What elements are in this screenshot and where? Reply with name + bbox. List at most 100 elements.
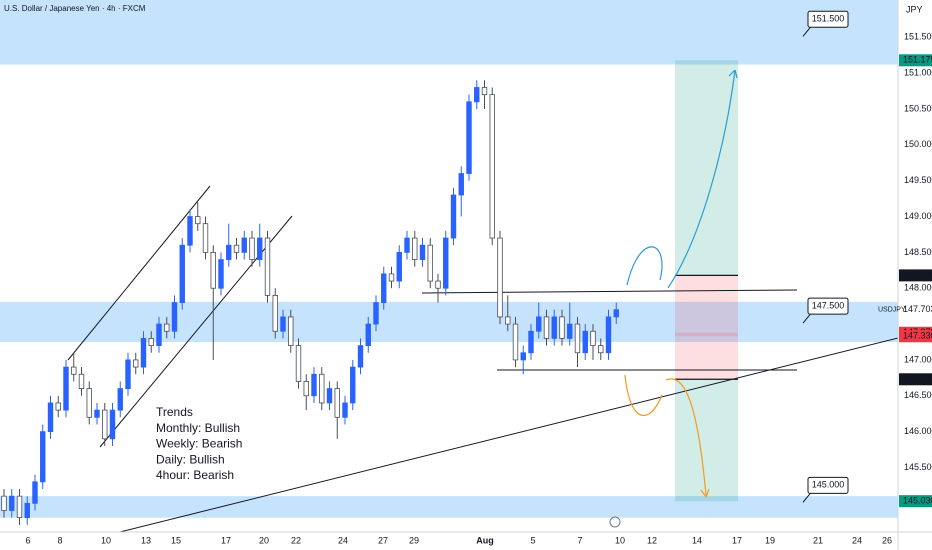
- x-tick-label: 22: [291, 535, 301, 545]
- zones: [0, 0, 898, 518]
- callout-label: 151.500: [812, 14, 845, 24]
- x-tick-label: 12: [647, 535, 657, 545]
- candle-body: [443, 237, 449, 289]
- candle-body: [412, 237, 418, 260]
- x-tick-label: 5: [530, 535, 535, 545]
- candle-body: [171, 302, 178, 332]
- stop-zone: [675, 332, 738, 380]
- trend-note: Trends: [156, 405, 193, 419]
- candle-body: [24, 502, 30, 519]
- projection-arrow: [624, 374, 663, 417]
- y-tick-label: 149.000: [904, 211, 932, 221]
- x-tick-label: 17: [732, 535, 742, 545]
- candle-body: [16, 495, 23, 519]
- projections: [624, 69, 738, 498]
- axis-labels: 145.500 146.000 146.500 147.000 148.000 148.5…: [25, 10, 932, 545]
- candle-body: [505, 316, 511, 325]
- candle-body: [559, 316, 565, 339]
- channel-line: [67, 185, 211, 361]
- candle-body: [435, 280, 441, 289]
- price-tag: [899, 495, 932, 508]
- candle-body: [474, 87, 480, 103]
- candle-body: [140, 338, 147, 368]
- candle-body: [257, 237, 263, 260]
- candle-body: [574, 323, 581, 354]
- candle-body: [598, 345, 604, 354]
- chart-title: U.S. Dollar / Japanese Yen · 4h · FXCM: [4, 4, 146, 13]
- candle-body: [156, 323, 162, 346]
- price-tag-label: 147.330: [903, 331, 932, 341]
- candle-body: [187, 216, 193, 246]
- candle-body: [528, 330, 534, 354]
- price-tag-label: 151.179: [903, 55, 932, 65]
- candle-body: [288, 316, 294, 346]
- candle-body: [40, 431, 46, 483]
- trend-note: 4hour: Bearish: [156, 468, 234, 482]
- projection-arrow: [665, 378, 707, 496]
- y-tick-label: 146.500: [904, 390, 932, 400]
- candle-body: [590, 330, 596, 346]
- candle-body: [78, 373, 85, 390]
- candle-body: [264, 237, 271, 296]
- y-tick-label: 149.500: [904, 175, 932, 185]
- x-tick-label: 13: [141, 535, 151, 545]
- candle-body: [179, 244, 185, 303]
- candle-body: [404, 237, 410, 253]
- candle-body: [334, 388, 340, 418]
- supply-demand-zone: [0, 0, 898, 65]
- callout-box: [807, 10, 849, 28]
- candle-body: [520, 352, 526, 361]
- y-tick-label: 148.000: [904, 283, 932, 293]
- candles: [1, 80, 619, 525]
- candle-body: [388, 273, 395, 282]
- trend-line: [119, 337, 899, 533]
- profit-zone: [675, 379, 738, 502]
- x-tick-label: 10: [615, 535, 625, 545]
- candle-body: [9, 495, 15, 511]
- x-tick-label: 21: [813, 535, 823, 545]
- candle-body: [512, 323, 519, 361]
- event-icon: [609, 516, 621, 528]
- candle-body: [233, 244, 240, 253]
- candle-body: [419, 244, 426, 260]
- y-tick-label: 150.500: [904, 103, 932, 113]
- candle-body: [280, 316, 286, 332]
- callout-box: [807, 476, 849, 494]
- x-tick-label: 10: [101, 535, 111, 545]
- candle-body: [63, 366, 69, 411]
- candle-body: [326, 388, 333, 404]
- callout-box: [807, 297, 849, 315]
- supply-demand-zone: [0, 301, 898, 342]
- candle-body: [125, 359, 131, 390]
- candle-body: [226, 244, 232, 260]
- candle-body: [551, 316, 557, 339]
- x-tick-label: 27: [378, 535, 388, 545]
- candle-body: [117, 388, 123, 411]
- trend-note: Monthly: Bullish: [156, 421, 240, 435]
- x-tick-label: 24: [338, 535, 348, 545]
- x-tick-label: 6: [25, 535, 30, 545]
- x-tick-label: 29: [409, 535, 419, 545]
- x-tick-label: 26: [882, 535, 892, 545]
- x-tick-label: 15: [171, 535, 181, 545]
- candle-body: [481, 87, 488, 96]
- y-tick-label: 148.500: [904, 247, 932, 257]
- candle-body: [71, 366, 77, 375]
- candle-body: [295, 345, 302, 382]
- trend-note: Weekly: Bearish: [156, 437, 242, 451]
- trend-note: Daily: Bullish: [156, 452, 225, 466]
- x-tick-label: 17: [221, 535, 231, 545]
- symbol-label: USDJPY: [878, 306, 906, 313]
- profit-zone: [675, 60, 738, 276]
- stop-zone: [675, 275, 738, 337]
- candle-body: [311, 373, 317, 397]
- candle-body: [396, 251, 402, 282]
- arrow-head: [728, 69, 738, 79]
- candle-body: [381, 273, 387, 303]
- candle-body: [272, 294, 278, 332]
- candle-body: [373, 302, 379, 325]
- price-tag-label: 146.730: [903, 374, 932, 384]
- supply-demand-zone: [0, 496, 898, 518]
- y-tick-label: 147.000: [904, 354, 932, 364]
